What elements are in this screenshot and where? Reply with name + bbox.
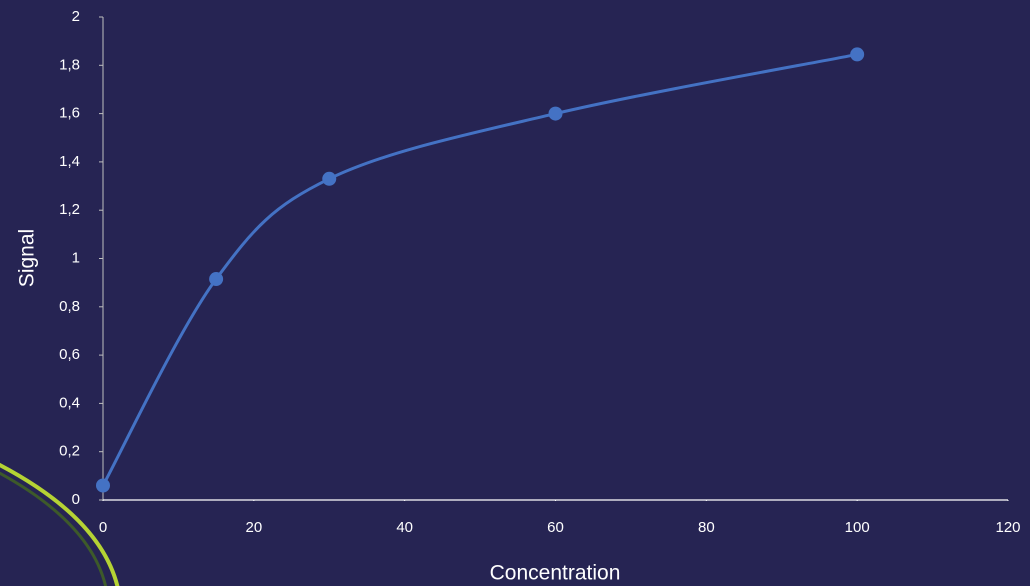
y-tick-label: 1,4 xyxy=(59,153,80,170)
y-axis-title: Signal xyxy=(16,229,39,287)
y-tick-label: 1 xyxy=(72,249,80,266)
y-tick-label: 2 xyxy=(72,8,80,25)
data-point xyxy=(322,172,336,186)
decorative-arc xyxy=(0,468,108,586)
page: {"chart_data": {"type": "scatter", "line… xyxy=(0,0,1030,586)
y-tick-label: 0 xyxy=(72,491,80,508)
data-point xyxy=(549,107,563,121)
x-tick-label: 120 xyxy=(995,519,1020,536)
y-tick-label: 0,2 xyxy=(59,443,80,460)
x-tick-label: 80 xyxy=(698,519,715,536)
series-line xyxy=(103,54,857,485)
y-tick-label: 1,8 xyxy=(59,56,80,73)
x-tick-label: 0 xyxy=(99,519,107,536)
y-tick-label: 1,6 xyxy=(59,105,80,122)
y-tick-label: 0,8 xyxy=(59,298,80,315)
chart: Concentration Signal 0 0,2 0,4 0,6 0,8 1 1,2 1,… xyxy=(0,0,1030,586)
x-tick-label: 40 xyxy=(396,519,413,536)
x-axis-title: Concentration xyxy=(490,562,621,585)
y-tick-label: 1,2 xyxy=(59,201,80,218)
data-point xyxy=(850,47,864,61)
data-point xyxy=(96,479,110,493)
x-tick-label: 100 xyxy=(845,519,870,536)
x-tick-label: 20 xyxy=(245,519,262,536)
x-tick-label: 60 xyxy=(547,519,564,536)
y-tick-label: 0,6 xyxy=(59,346,80,363)
y-tick-label: 0,4 xyxy=(59,394,80,411)
data-point xyxy=(209,272,223,286)
